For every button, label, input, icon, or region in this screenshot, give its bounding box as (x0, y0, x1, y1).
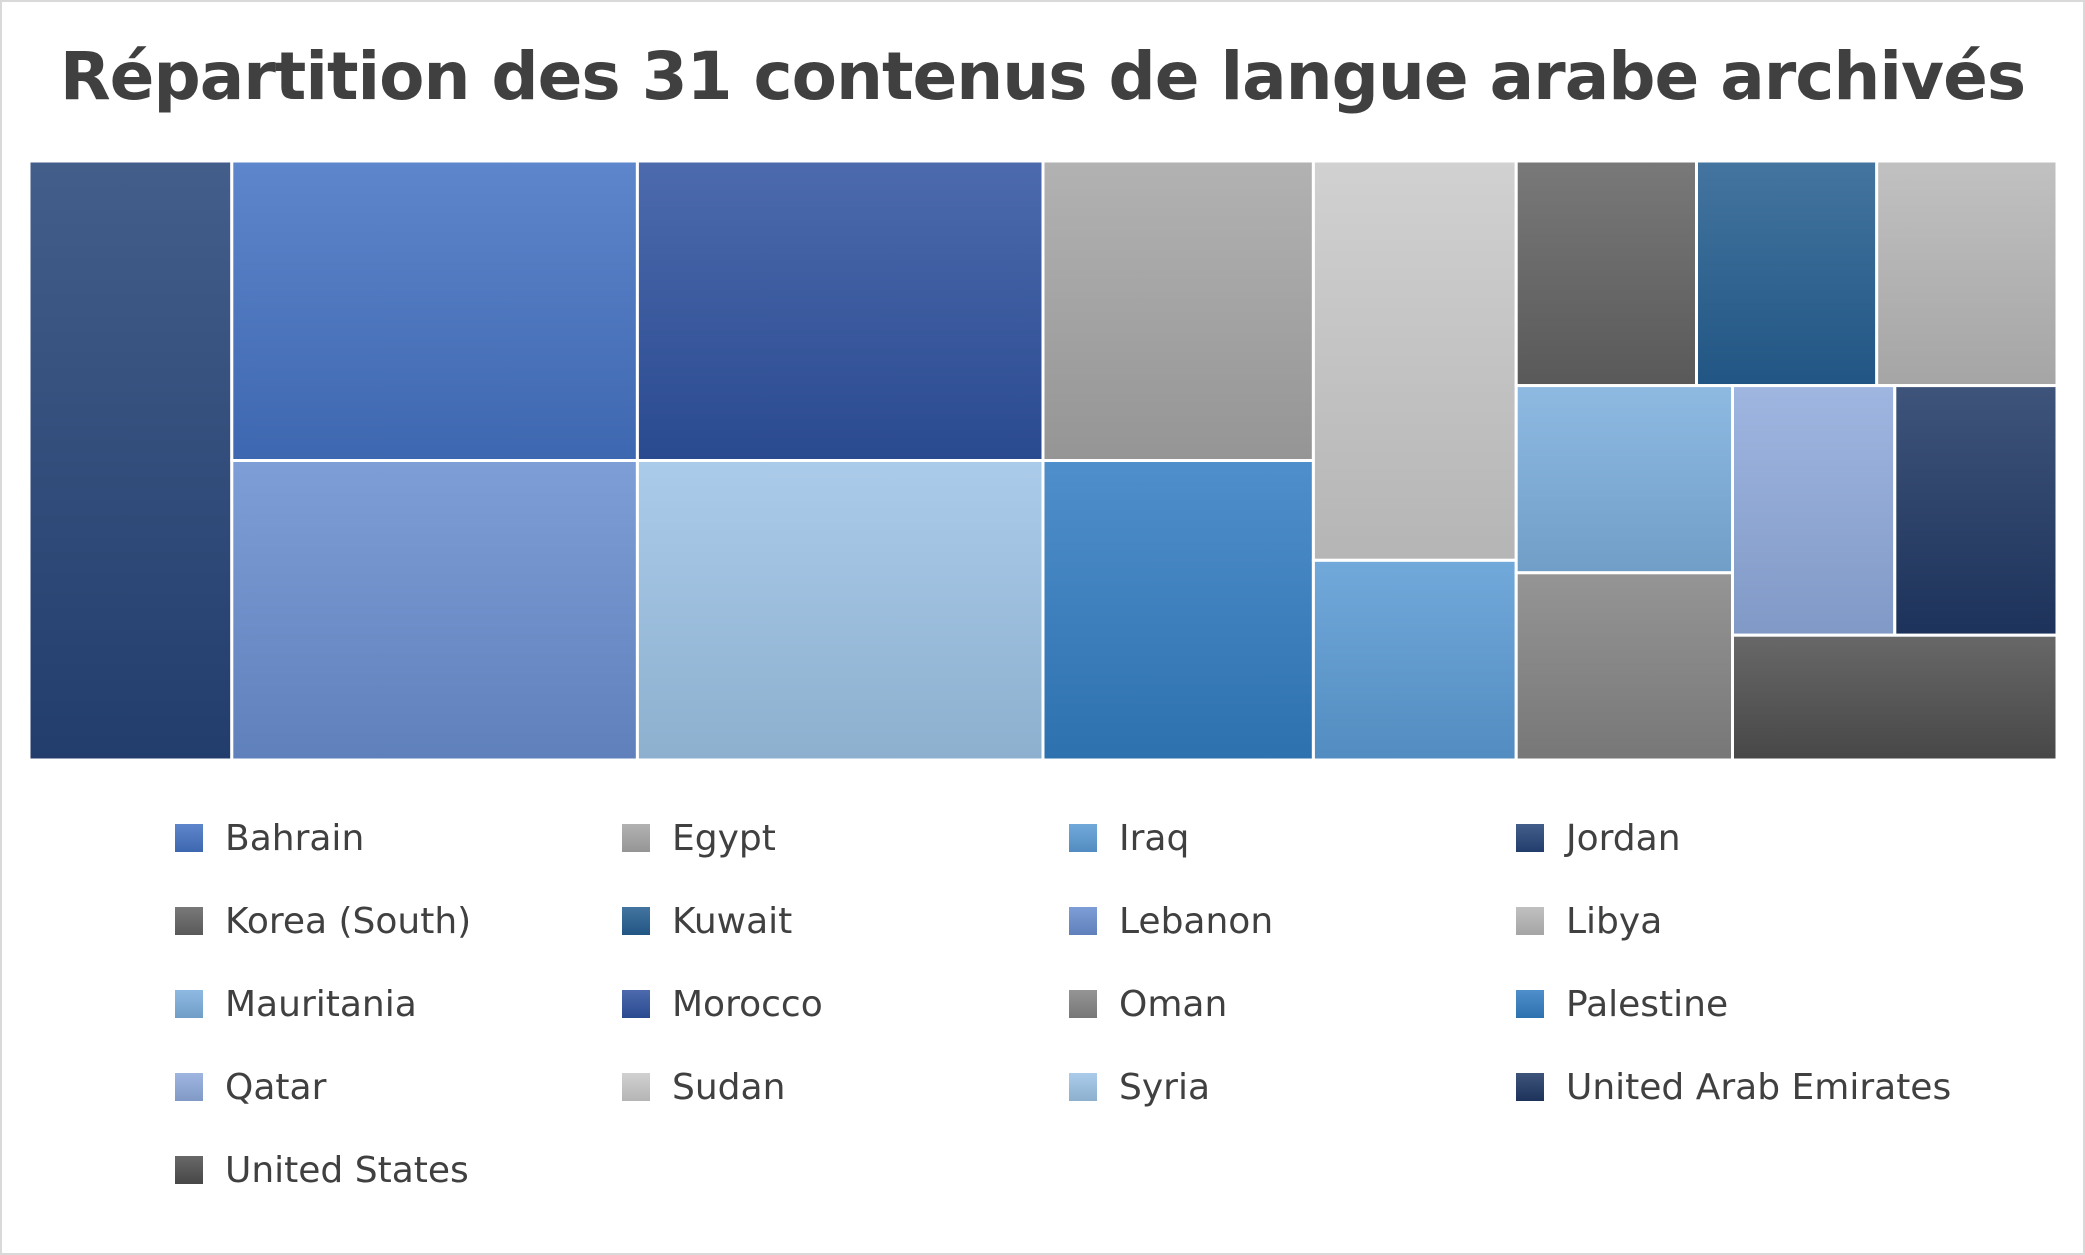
treemap-cell-united-states (1731, 633, 2059, 762)
legend-item-mauritania: Mauritania (175, 979, 417, 1029)
legend-item-syria: Syria (1069, 1062, 1210, 1112)
legend-label: Syria (1119, 1066, 1211, 1108)
legend-label: United States (225, 1149, 469, 1191)
legend-swatch (1516, 1073, 1544, 1101)
treemap-cell-bahrain (230, 159, 639, 462)
legend-item-bahrain: Bahrain (175, 813, 364, 863)
legend-swatch (1516, 907, 1544, 935)
legend-label: Egypt (672, 817, 776, 859)
legend-label: Kuwait (672, 900, 793, 942)
legend-item-united-states: United States (175, 1145, 469, 1195)
treemap-cell-sudan (1311, 159, 1518, 562)
legend-swatch (1069, 1073, 1097, 1101)
legend-item-united-arab-emirates: United Arab Emirates (1516, 1062, 1951, 1112)
legend-label: Lebanon (1119, 900, 1274, 942)
legend-item-libya: Libya (1516, 896, 1662, 946)
legend-item-morocco: Morocco (622, 979, 823, 1029)
treemap-cell-oman (1514, 571, 1734, 762)
legend-item-egypt: Egypt (622, 813, 776, 863)
legend-item-oman: Oman (1069, 979, 1227, 1029)
treemap-cell-lebanon (230, 459, 639, 762)
legend-swatch (1069, 824, 1097, 852)
legend-label: Libya (1566, 900, 1663, 942)
treemap-cell-palestine (1041, 459, 1315, 762)
legend-swatch (1069, 907, 1097, 935)
legend-label: Palestine (1566, 983, 1729, 1025)
legend-label: Korea (South) (225, 900, 472, 942)
legend-label: Morocco (672, 983, 823, 1025)
legend-item-lebanon: Lebanon (1069, 896, 1273, 946)
treemap-cell-united-arab-emirates (1893, 384, 2059, 637)
legend-label: Jordan (1566, 817, 1681, 859)
legend-label: United Arab Emirates (1566, 1066, 1952, 1108)
legend-item-sudan: Sudan (622, 1062, 785, 1112)
treemap-cell-libya (1875, 159, 2059, 388)
treemap-cell-qatar (1731, 384, 1897, 637)
legend-label: Bahrain (225, 817, 365, 859)
legend-swatch (622, 990, 650, 1018)
legend-label: Sudan (672, 1066, 786, 1108)
legend-item-palestine: Palestine (1516, 979, 1728, 1029)
treemap-cell-egypt (1041, 159, 1315, 462)
legend-swatch (175, 990, 203, 1018)
legend-swatch (1516, 990, 1544, 1018)
legend-swatch (175, 1073, 203, 1101)
legend-item-qatar: Qatar (175, 1062, 326, 1112)
legend-swatch (622, 1073, 650, 1101)
treemap-cell-kuwait (1695, 159, 1879, 388)
chart-title: Répartition des 31 contenus de langue ar… (59, 38, 2026, 115)
legend-label: Qatar (225, 1066, 327, 1108)
treemap-cell-syria (635, 459, 1045, 762)
legend-swatch (622, 824, 650, 852)
legend-label: Iraq (1119, 817, 1190, 859)
legend-swatch (1069, 990, 1097, 1018)
legend-swatch (622, 907, 650, 935)
legend-label: Oman (1119, 983, 1228, 1025)
treemap-cell-iraq (1311, 558, 1518, 762)
legend-item-korea-south: Korea (South) (175, 896, 471, 946)
treemap-cell-jordan (27, 159, 234, 762)
legend-item-jordan: Jordan (1516, 813, 1681, 863)
legend-swatch (175, 824, 203, 852)
legend-swatch (175, 907, 203, 935)
legend-item-iraq: Iraq (1069, 813, 1189, 863)
legend-item-kuwait: Kuwait (622, 896, 792, 946)
legend-swatch (1516, 824, 1544, 852)
legend-label: Mauritania (225, 983, 417, 1025)
treemap-cell-mauritania (1514, 384, 1734, 575)
legend-swatch (175, 1156, 203, 1184)
